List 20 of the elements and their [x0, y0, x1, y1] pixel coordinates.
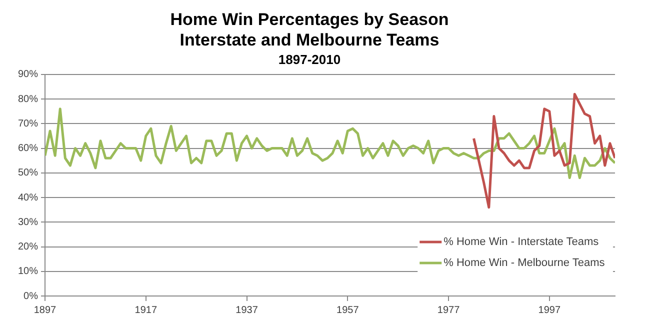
- y-tick-label: 10%: [18, 266, 38, 278]
- chart-title: Home Win Percentages by Season Interstate and Melbourne Teams: [170, 10, 449, 50]
- y-tick-label: 30%: [18, 216, 38, 228]
- y-tick-label: 40%: [18, 192, 38, 204]
- legend-label: % Home Win - Interstate Teams: [444, 236, 600, 248]
- x-tick-label: 1937: [236, 304, 258, 316]
- x-tick-label: 1897: [34, 304, 57, 316]
- x-tick-label: 1977: [437, 304, 460, 316]
- x-tick-label: 1957: [336, 304, 360, 316]
- y-tick-label: 80%: [18, 94, 38, 105]
- y-tick-label: 20%: [18, 242, 38, 253]
- y-tick-label: 70%: [18, 118, 38, 130]
- chart-subtitle: 1897-2010: [278, 52, 341, 68]
- x-tick-label: 1917: [134, 304, 158, 316]
- x-tick-label: 1997: [538, 304, 561, 316]
- y-tick-label: 50%: [18, 168, 38, 179]
- y-tick-label: 0%: [24, 290, 38, 302]
- y-tick-label: 90%: [18, 69, 38, 80]
- y-tick-label: 60%: [18, 143, 38, 154]
- legend-label: % Home Win - Melbourne Teams: [444, 257, 606, 270]
